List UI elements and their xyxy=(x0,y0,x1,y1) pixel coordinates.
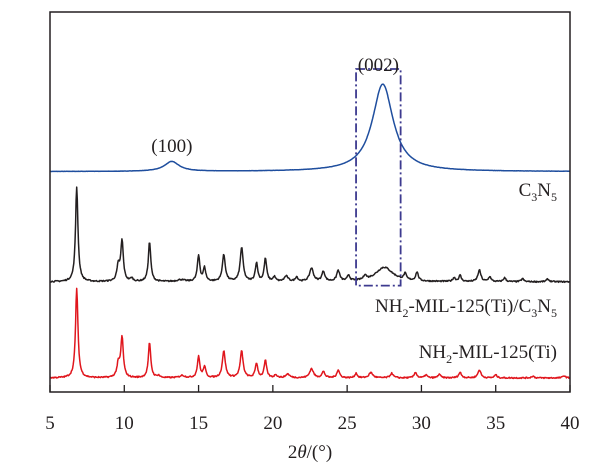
x-tick-label: 10 xyxy=(115,413,134,434)
x-tick-label: 20 xyxy=(263,413,282,434)
curves xyxy=(49,83,571,380)
legend-mil125: NH2-MIL-125(Ti) xyxy=(419,342,557,366)
x-tick-label: 30 xyxy=(412,413,431,434)
x-axis-label: 2θ/(°) xyxy=(288,442,332,463)
legend-c3n5: C3N5 xyxy=(519,180,557,204)
annotation-100: (100) xyxy=(151,136,192,157)
x-tick-label: 5 xyxy=(45,413,55,434)
x-tick-label: 15 xyxy=(189,413,208,434)
series-line-2 xyxy=(49,287,571,380)
x-tick-label: 35 xyxy=(486,413,505,434)
plot-frame xyxy=(49,11,571,393)
highlight-box-002 xyxy=(355,68,402,287)
series-line-1 xyxy=(49,186,571,284)
x-tick-label: 40 xyxy=(561,413,580,434)
x-tick-label: 25 xyxy=(338,413,357,434)
series-line-0 xyxy=(49,83,571,173)
annotation-002: (002) xyxy=(358,55,399,76)
x-ticks: 5 10 15 20 25 30 35 40 xyxy=(45,385,580,434)
legend-composite: NH2-MIL-125(Ti)/C3N5 xyxy=(375,296,557,320)
